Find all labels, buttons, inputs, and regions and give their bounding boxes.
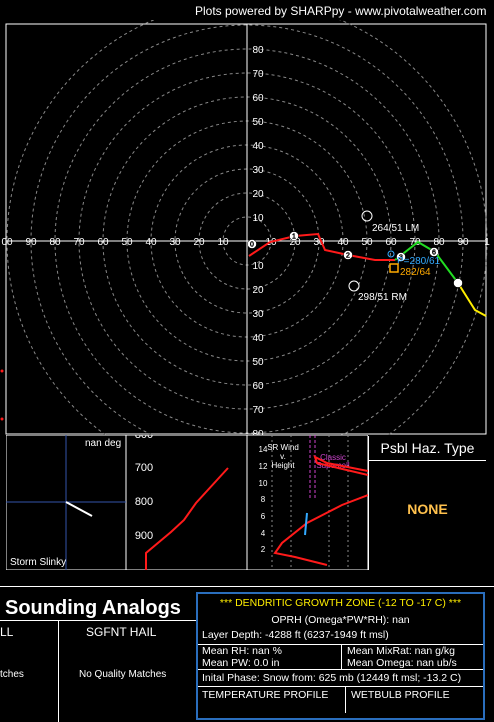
svg-text:SR Wind: SR Wind	[267, 443, 299, 452]
y-label: 80	[252, 429, 264, 435]
right-mover-label: 298/51 RM	[358, 292, 407, 303]
slinky-value: nan deg	[85, 438, 121, 449]
y-label: 40	[252, 333, 264, 344]
dgz-panel: *** DENDRITIC GROWTH ZONE (-12 TO -17 C)…	[196, 592, 485, 720]
dgz-mean-omega: Mean Omega: nan ub/s	[347, 657, 457, 669]
corfidi-label: P=280/61	[397, 256, 441, 267]
svg-text:0: 0	[250, 242, 254, 249]
ring-label: 60	[252, 93, 264, 104]
x-label: 80	[433, 237, 445, 248]
x-label: 80	[49, 237, 61, 248]
svg-text:3: 3	[399, 255, 403, 262]
svg-text:12: 12	[259, 462, 268, 471]
y-label: 10	[252, 261, 264, 272]
svg-text:Supercell: Supercell	[316, 461, 350, 470]
x-label: 30	[313, 237, 325, 248]
height-marker-3	[396, 252, 406, 262]
x-label: 90	[457, 237, 469, 248]
svg-text:2: 2	[346, 253, 350, 260]
svg-text:Classic: Classic	[320, 453, 346, 462]
x-label: 20	[289, 237, 301, 248]
y-label: 50	[252, 357, 264, 368]
ring-label: 50	[252, 117, 264, 128]
analogs-col2-value: No Quality Matches	[79, 669, 167, 680]
x-label: 40	[145, 237, 157, 248]
x-label: 20	[193, 237, 205, 248]
mean-wind-label: 282/64	[400, 267, 431, 278]
svg-text:Height: Height	[271, 461, 295, 470]
svg-text:800: 800	[135, 496, 153, 508]
ring-label: 10	[252, 213, 264, 224]
y-label: 30	[252, 309, 264, 320]
height-marker-6	[429, 247, 439, 257]
svg-text:14: 14	[259, 445, 268, 454]
hazard-value: NONE	[407, 501, 448, 517]
ring-label: 80	[252, 45, 264, 56]
sr-wind-panel: 14 12 10 8 6 4 2 SR Wind v. Height Class…	[247, 435, 368, 570]
left-mover-marker	[361, 210, 373, 222]
height-marker-0	[247, 239, 257, 249]
analogs-col1-value: tches	[0, 669, 24, 680]
dgz-layer-depth: Layer Depth: -4288 ft (6237-1949 ft msl)	[202, 629, 389, 641]
y-label: 70	[252, 405, 264, 416]
x-label: 00	[1, 237, 13, 248]
y-label: 60	[252, 381, 264, 392]
x-label: 60	[385, 237, 397, 248]
height-marker-1	[289, 231, 299, 241]
analogs-col1-head: LL	[0, 625, 14, 639]
ring-label: 40	[252, 141, 264, 152]
hodo-trace-green	[394, 240, 459, 284]
y-label: 20	[252, 285, 264, 296]
svg-text:2: 2	[261, 545, 266, 554]
svg-text:900: 900	[135, 530, 153, 542]
svg-text:4: 4	[261, 529, 266, 538]
svg-text:700: 700	[135, 462, 153, 474]
svg-text:6: 6	[261, 512, 266, 521]
right-mover-marker	[348, 280, 360, 292]
svg-text:8: 8	[261, 495, 266, 504]
x-label: 10	[217, 237, 229, 248]
dgz-mean-pw: Mean PW: 0.0 in	[202, 657, 280, 669]
analogs-title: Sounding Analogs	[5, 597, 181, 619]
svg-text:800: 800	[135, 435, 153, 441]
x-label: 50	[361, 237, 373, 248]
dgz-wetbulb-profile: WETBULB PROFILE	[351, 689, 450, 701]
dgz-initial-phase: Inital Phase: Snow from: 625 mb (12449 f…	[198, 669, 483, 686]
hodo-ring	[6, 20, 488, 435]
dgz-oprh: OPRH (Omega*PW*RH): nan	[271, 614, 410, 626]
hazard-panel: Psbl Haz. Type NONE	[368, 436, 486, 570]
svg-text:6: 6	[432, 250, 436, 257]
slinky-label: Storm Slinky	[10, 557, 66, 568]
analogs-col2-head: SGFNT HAIL	[86, 625, 157, 639]
svg-text:v.: v.	[280, 452, 286, 461]
x-label: 90	[25, 237, 37, 248]
ring-label: 70	[252, 69, 264, 80]
svg-text:10: 10	[259, 479, 268, 488]
dgz-mean-mixrat: Mean MixRat: nan g/kg	[347, 645, 455, 657]
x-label: 50	[121, 237, 133, 248]
ring-label: 20	[252, 189, 264, 200]
hodo-trace-yellow	[457, 282, 487, 317]
x-label: 70	[409, 237, 421, 248]
dgz-temp-profile: TEMPERATURE PROFILE	[198, 687, 346, 713]
left-mover-label: 264/51 LM	[372, 223, 419, 234]
theta-panel: 800 700 800 900	[126, 435, 247, 570]
corfidi-marker	[387, 250, 395, 258]
dgz-mean-rh: Mean RH: nan %	[202, 645, 282, 657]
x-label: 40	[337, 237, 349, 248]
hazard-title: Psbl Haz. Type	[369, 436, 486, 461]
credit-text: Plots powered by SHARPpy - www.pivotalwe…	[195, 4, 487, 18]
dgz-header: *** DENDRITIC GROWTH ZONE (-12 TO -17 C)…	[219, 597, 462, 609]
x-label: 70	[73, 237, 85, 248]
ring-label: 30	[252, 165, 264, 176]
x-label: 60	[97, 237, 109, 248]
mean-wind-marker	[389, 263, 399, 273]
storm-slinky-panel: nan deg Storm Slinky	[6, 435, 126, 570]
svg-text:1: 1	[292, 234, 296, 241]
x-label: 30	[169, 237, 181, 248]
x-label: 1	[484, 237, 490, 248]
hodo-trace-red	[248, 232, 395, 261]
height-marker-2	[343, 250, 353, 260]
